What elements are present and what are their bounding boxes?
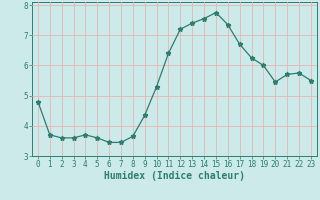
X-axis label: Humidex (Indice chaleur): Humidex (Indice chaleur) [104,171,245,181]
